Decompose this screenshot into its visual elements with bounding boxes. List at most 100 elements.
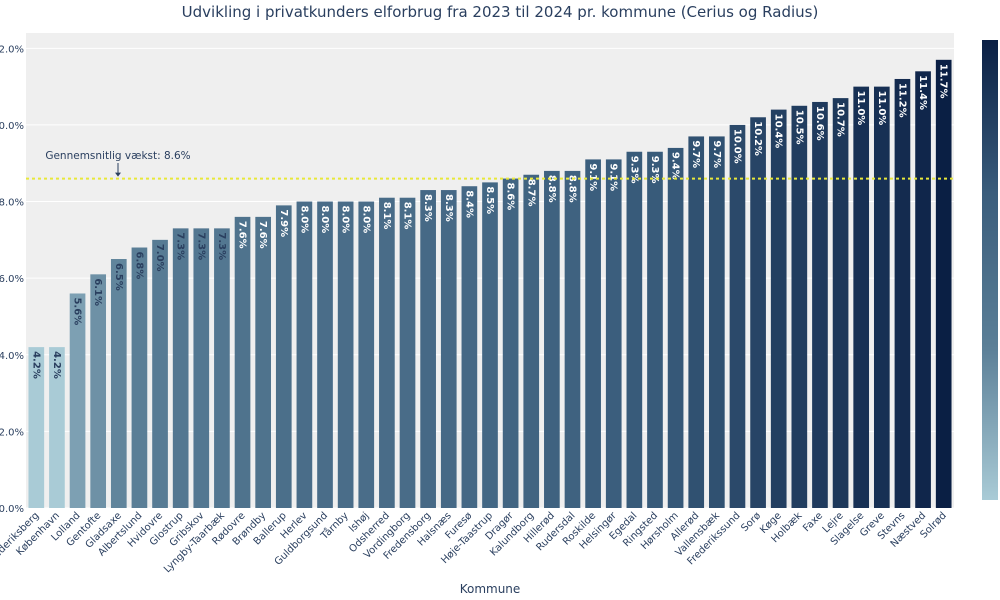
- bar: [49, 347, 65, 508]
- bar-data-label: 10.7%: [835, 102, 846, 137]
- bar: [812, 101, 828, 509]
- y-tick-label: 6.0%: [0, 274, 24, 285]
- bar: [399, 197, 416, 508]
- bar: [275, 205, 292, 508]
- bar: [729, 124, 746, 508]
- bar: [750, 117, 766, 508]
- bar: [523, 174, 540, 508]
- bar-data-label: 6.5%: [113, 263, 124, 291]
- bar: [420, 190, 436, 508]
- bar: [791, 105, 808, 508]
- bar-data-label: 8.6%: [505, 183, 516, 211]
- bar-data-label: 4.2%: [30, 351, 41, 379]
- bar-data-label: 7.3%: [216, 232, 227, 260]
- bar-data-label: 8.0%: [360, 206, 371, 234]
- bar-data-label: 11.0%: [855, 91, 866, 126]
- bar: [379, 197, 395, 508]
- bar-data-label: 8.7%: [525, 179, 536, 207]
- bar-data-label: 6.1%: [92, 278, 103, 306]
- colorbar: [982, 40, 998, 500]
- bar: [935, 59, 952, 509]
- bar: [544, 170, 560, 508]
- bar: [358, 201, 375, 508]
- bar-data-label: 8.3%: [422, 194, 433, 222]
- bar: [317, 201, 333, 508]
- y-tick-label: 10.0%: [0, 121, 24, 132]
- bar-data-label: 6.8%: [133, 252, 144, 280]
- bar-data-label: 8.0%: [319, 206, 330, 234]
- bar: [832, 98, 849, 508]
- bar-data-label: 11.7%: [938, 64, 949, 99]
- bar-data-label: 8.4%: [463, 190, 474, 218]
- bar-data-label: 7.3%: [195, 232, 206, 260]
- x-axis: FrederiksbergKøbenhavnLollandGentofteGla…: [0, 509, 949, 575]
- bar: [770, 109, 787, 508]
- bar-data-label: 8.1%: [381, 202, 392, 230]
- bar-data-label: 7.9%: [278, 209, 289, 237]
- bar: [894, 78, 911, 508]
- bar-data-label: 11.4%: [917, 75, 928, 110]
- bar: [626, 151, 643, 508]
- bar: [255, 216, 271, 508]
- bar: [564, 170, 581, 508]
- bar: [688, 136, 705, 508]
- y-tick-label: 12.0%: [0, 44, 24, 55]
- bar-data-label: 11.2%: [896, 83, 907, 118]
- x-axis-title: Kommune: [460, 582, 521, 596]
- y-tick-label: 8.0%: [0, 198, 24, 209]
- chart-title: Udvikling i privatkunders elforbrug fra …: [181, 3, 819, 21]
- bar-data-label: 9.7%: [690, 140, 701, 168]
- bar: [110, 259, 127, 508]
- bar: [605, 159, 622, 508]
- bar-data-label: 9.3%: [628, 156, 639, 184]
- bar-data-label: 10.5%: [793, 110, 804, 145]
- bar: [337, 201, 354, 508]
- y-tick-label: 4.0%: [0, 351, 24, 362]
- bar: [69, 293, 86, 508]
- bar: [234, 216, 251, 508]
- y-tick-label: 2.0%: [0, 427, 24, 438]
- bar-data-label: 7.6%: [257, 221, 268, 249]
- bar-data-label: 8.5%: [484, 186, 495, 214]
- bar-data-label: 4.2%: [51, 351, 62, 379]
- bar-data-label: 8.0%: [298, 206, 309, 234]
- bar: [709, 136, 725, 508]
- bar-data-label: 7.0%: [154, 244, 165, 272]
- bar-data-label: 5.6%: [72, 297, 83, 325]
- bar: [461, 186, 478, 508]
- y-tick-label: 0.0%: [0, 504, 24, 515]
- bar: [502, 178, 519, 508]
- average-line-group: Gennemsnitlig vækst: 8.6%: [26, 150, 954, 180]
- bar-data-label: 10.0%: [731, 129, 742, 164]
- bar: [440, 190, 457, 508]
- bar: [131, 247, 148, 509]
- bar: [585, 159, 601, 508]
- bar-data-label: 9.1%: [608, 163, 619, 191]
- bar-data-label: 8.1%: [402, 202, 413, 230]
- bar: [152, 239, 168, 508]
- bar-data-label: 10.4%: [773, 114, 784, 149]
- bar-data-label: 10.6%: [814, 106, 825, 141]
- x-tick-label: Faxe: [801, 510, 825, 534]
- bar: [873, 86, 890, 509]
- bar-data-label: 9.7%: [711, 140, 722, 168]
- bar-data-label: 11.0%: [876, 91, 887, 126]
- bar-data-label: 8.0%: [340, 206, 351, 234]
- bars: 4.2% 4.2% 5.6% 6.1% 6.5% 6.8% 7.0% 7.3% 7.3% 7.3%…: [28, 59, 952, 509]
- bar: [90, 274, 107, 508]
- bar-data-label: 7.6%: [237, 221, 248, 249]
- y-axis: 0.0% 2.0% 4.0% 6.0% 8.0% 10.0% 12.0%: [0, 44, 24, 515]
- bar: [482, 182, 498, 509]
- annotation-arrowhead: [115, 172, 121, 177]
- bar: [28, 347, 45, 508]
- bar: [296, 201, 313, 508]
- bar-data-label: 8.8%: [546, 175, 557, 203]
- bar: [915, 71, 931, 508]
- bar-data-label: 9.1%: [587, 163, 598, 191]
- bar-data-label: 10.2%: [752, 121, 763, 156]
- bar: [193, 228, 210, 508]
- bar-data-label: 8.8%: [566, 175, 577, 203]
- average-annotation: Gennemsnitlig vækst: 8.6%: [45, 150, 190, 162]
- bar-data-label: 9.4%: [670, 152, 681, 180]
